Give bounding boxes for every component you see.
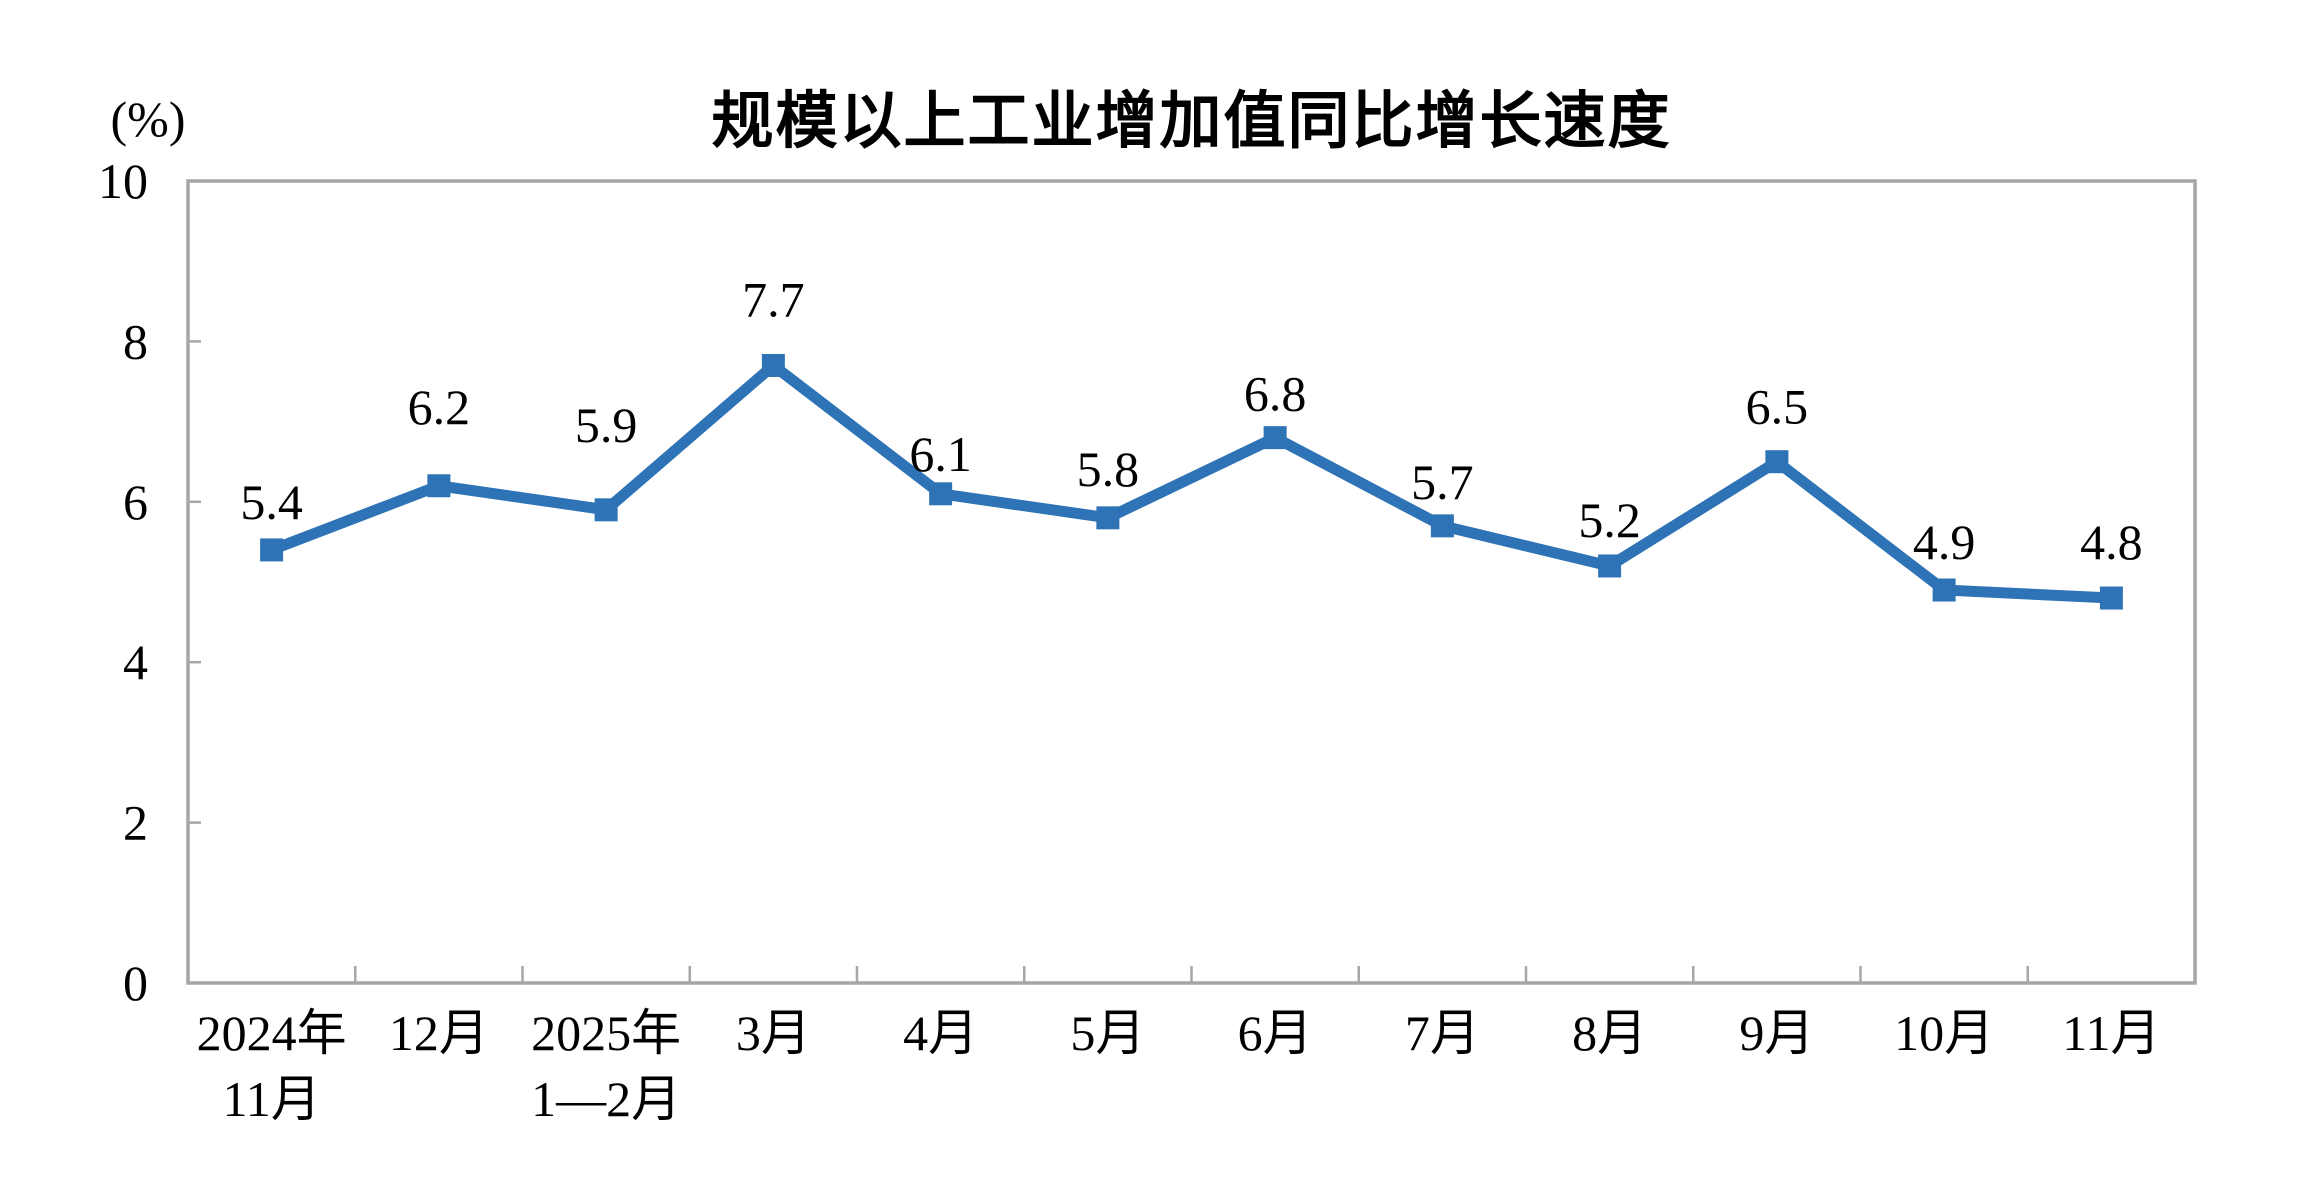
x-axis-category-label: 10月 [1894, 1005, 1994, 1061]
data-point-marker [594, 498, 618, 522]
x-axis-category-label: 3月 [736, 1005, 811, 1061]
data-point-marker [1263, 426, 1287, 450]
y-axis-tick-label: 2 [123, 795, 148, 851]
x-axis-category-label: 12月 [389, 1005, 489, 1061]
data-point-marker [427, 474, 451, 498]
x-axis-category-label: 9月 [1739, 1005, 1814, 1061]
data-point-label: 6.2 [408, 379, 471, 435]
x-axis-category-label: 2024年 11月 [197, 1005, 347, 1127]
data-point-marker [1430, 514, 1454, 538]
x-axis-category-label: 8月 [1572, 1005, 1647, 1061]
y-axis-tick-label: 8 [123, 313, 148, 369]
x-axis-category-label: 2025年 1—2月 [531, 1005, 681, 1127]
data-point-marker [1932, 578, 1956, 602]
x-axis-category-label: 7月 [1405, 1005, 1480, 1061]
data-point-label: 4.9 [1913, 514, 1976, 570]
y-axis-tick-label: 6 [123, 474, 148, 530]
y-axis-tick-label: 0 [123, 955, 148, 1011]
x-axis-category-label: 6月 [1238, 1005, 1313, 1061]
y-axis-tick-label: 10 [98, 153, 148, 209]
y-axis-tick-label: 4 [123, 634, 148, 690]
data-point-label: 5.9 [575, 397, 638, 453]
series-line [269, 358, 2112, 604]
data-point-marker [1765, 450, 1789, 474]
data-point-marker [2099, 586, 2123, 610]
data-point-marker [1096, 506, 1120, 530]
data-point-label: 4.8 [2080, 514, 2143, 570]
data-point-marker [1598, 554, 1622, 578]
x-axis-category-label: 11月 [2062, 1005, 2160, 1061]
data-point-label: 5.4 [240, 474, 303, 530]
data-point-label: 5.7 [1411, 454, 1474, 510]
data-point-marker [260, 538, 284, 562]
data-point-label: 6.1 [909, 426, 972, 482]
data-point-label: 7.7 [742, 271, 805, 327]
y-axis-unit-label: (%) [110, 91, 186, 147]
chart-title: 规模以上工业增加值同比增长速度 [711, 87, 1672, 156]
data-point-marker [761, 353, 785, 377]
data-point-label: 6.8 [1244, 366, 1307, 422]
x-axis-category-label: 5月 [1070, 1005, 1145, 1061]
data-point-label: 5.2 [1578, 492, 1641, 548]
x-axis-category-label: 4月 [903, 1005, 978, 1061]
data-point-label: 6.5 [1746, 379, 1809, 435]
plot-border [186, 179, 2197, 985]
data-point-marker [929, 482, 953, 506]
data-point-label: 5.8 [1077, 441, 1140, 497]
